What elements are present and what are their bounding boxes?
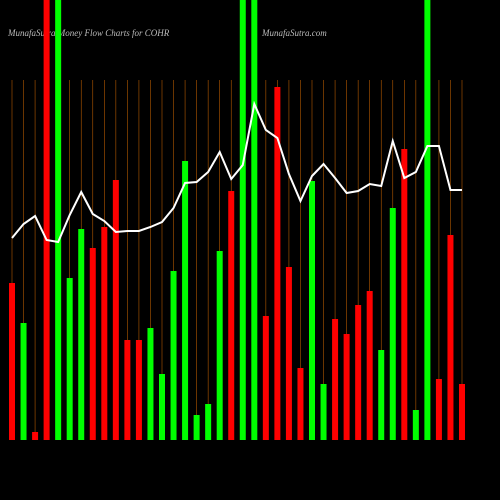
bar	[401, 149, 408, 440]
bar	[309, 181, 315, 440]
bar	[228, 191, 235, 440]
bar	[101, 227, 108, 440]
bar	[274, 87, 281, 440]
bar	[459, 384, 465, 440]
bar	[389, 208, 396, 440]
money-flow-line	[11, 100, 462, 244]
bar	[182, 161, 189, 440]
bar	[343, 334, 350, 440]
bar	[216, 251, 223, 440]
bar	[43, 0, 50, 440]
bar	[170, 271, 177, 440]
bar	[9, 283, 15, 440]
bar	[32, 432, 39, 440]
bar	[124, 340, 131, 440]
bar	[55, 0, 62, 440]
bar	[251, 0, 258, 440]
bar	[285, 267, 292, 440]
bar	[412, 410, 419, 440]
bar	[447, 235, 454, 440]
bar	[366, 291, 373, 440]
bar	[66, 278, 73, 440]
bar	[239, 0, 246, 440]
chart-title: MunafaSutra Money Flow Charts for COHR	[7, 28, 170, 38]
bar	[320, 384, 327, 440]
bar	[205, 404, 212, 440]
bar	[78, 229, 85, 440]
bar	[112, 180, 119, 440]
bar	[20, 323, 27, 440]
bar	[135, 340, 142, 440]
bar	[435, 379, 442, 440]
bar	[159, 374, 165, 440]
bar	[193, 415, 200, 440]
bar	[424, 0, 431, 440]
chart-subtitle: MunafaSutra.com	[261, 28, 327, 38]
bar	[378, 350, 385, 440]
bar	[297, 368, 304, 440]
bar	[89, 248, 96, 440]
bar	[147, 328, 154, 440]
bar	[355, 305, 362, 440]
bar	[262, 316, 269, 440]
bar	[332, 319, 339, 440]
